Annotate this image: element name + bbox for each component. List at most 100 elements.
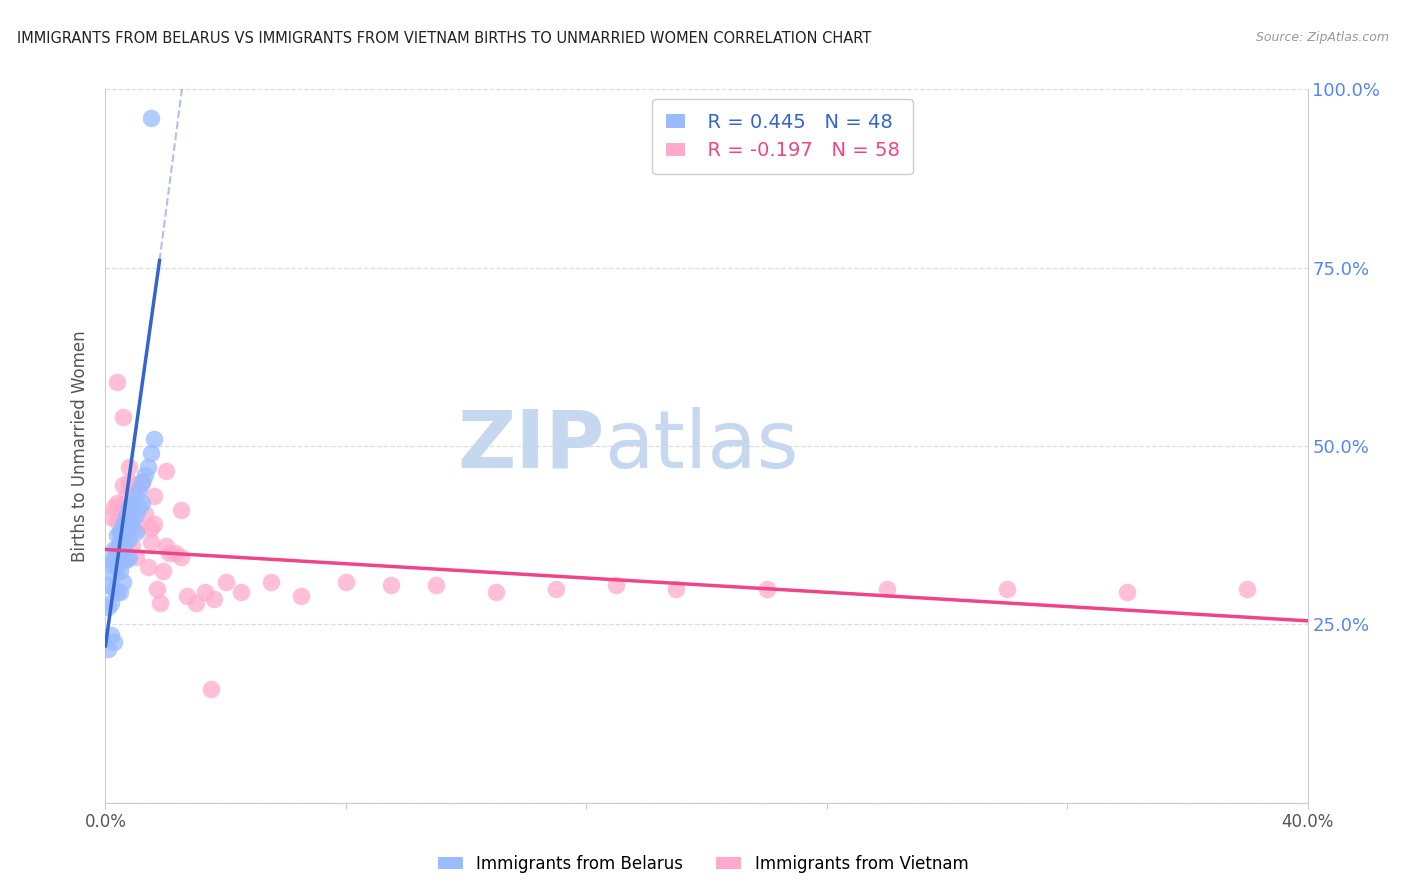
Point: [142, 432, 165, 446]
Point: [112, 500, 135, 514]
Point: [157, 546, 180, 560]
Point: [115, 510, 138, 524]
Point: [136, 560, 159, 574]
Point: [118, 517, 141, 532]
Point: [260, 574, 283, 589]
Point: [107, 560, 129, 574]
Point: [118, 460, 141, 475]
Point: [128, 482, 150, 496]
Point: [124, 507, 146, 521]
Point: [139, 521, 162, 535]
Point: [103, 635, 125, 649]
Point: [115, 535, 138, 549]
Point: [107, 585, 129, 599]
Point: [136, 460, 159, 475]
Point: [1236, 582, 1258, 596]
Point: [115, 521, 138, 535]
Point: [200, 681, 222, 696]
Point: [145, 582, 167, 596]
Point: [112, 478, 135, 492]
Legend: Immigrants from Belarus, Immigrants from Vietnam: Immigrants from Belarus, Immigrants from…: [432, 848, 974, 880]
Point: [124, 489, 146, 503]
Point: [112, 539, 135, 553]
Text: atlas: atlas: [605, 407, 799, 485]
Text: Source: ZipAtlas.com: Source: ZipAtlas.com: [1256, 31, 1389, 45]
Point: [139, 535, 162, 549]
Point: [118, 500, 141, 514]
Point: [100, 553, 122, 567]
Point: [100, 557, 122, 571]
Point: [169, 503, 191, 517]
Point: [290, 589, 312, 603]
Point: [214, 574, 236, 589]
Point: [121, 539, 143, 553]
Point: [115, 489, 138, 503]
Point: [425, 578, 447, 592]
Point: [110, 585, 132, 599]
Point: [128, 521, 150, 535]
Point: [103, 567, 125, 582]
Point: [1116, 585, 1139, 599]
Point: [124, 478, 146, 492]
Point: [103, 582, 125, 596]
Point: [103, 500, 125, 514]
Point: [100, 596, 122, 610]
Point: [124, 524, 146, 539]
Point: [110, 546, 132, 560]
Point: [97, 599, 120, 614]
Point: [176, 589, 198, 603]
Legend:   R = 0.445   N = 48,   R = -0.197   N = 58: R = 0.445 N = 48, R = -0.197 N = 58: [652, 99, 912, 174]
Point: [118, 517, 141, 532]
Point: [107, 514, 129, 528]
Point: [194, 585, 217, 599]
Point: [876, 582, 898, 596]
Point: [103, 542, 125, 557]
Point: [118, 549, 141, 564]
Point: [485, 585, 508, 599]
Point: [134, 507, 156, 521]
Point: [112, 410, 135, 425]
Point: [229, 585, 252, 599]
Point: [163, 546, 186, 560]
Point: [128, 500, 150, 514]
Point: [103, 553, 125, 567]
Point: [110, 524, 132, 539]
Point: [155, 464, 177, 478]
Point: [121, 521, 143, 535]
Point: [107, 375, 129, 389]
Text: IMMIGRANTS FROM BELARUS VS IMMIGRANTS FROM VIETNAM BIRTHS TO UNMARRIED WOMEN COR: IMMIGRANTS FROM BELARUS VS IMMIGRANTS FR…: [17, 31, 872, 46]
Point: [107, 542, 129, 557]
Point: [121, 514, 143, 528]
Point: [112, 574, 135, 589]
Point: [148, 596, 170, 610]
Point: [107, 528, 129, 542]
Point: [118, 475, 141, 489]
Point: [152, 564, 174, 578]
Point: [995, 582, 1018, 596]
Point: [546, 582, 568, 596]
Point: [335, 574, 357, 589]
Point: [118, 532, 141, 546]
Point: [107, 496, 129, 510]
Point: [184, 596, 207, 610]
Point: [124, 549, 146, 564]
Point: [110, 539, 132, 553]
Point: [110, 524, 132, 539]
Point: [605, 578, 627, 592]
Point: [110, 564, 132, 578]
Point: [142, 489, 165, 503]
Point: [380, 578, 402, 592]
Point: [202, 592, 225, 607]
Point: [155, 539, 177, 553]
Point: [139, 446, 162, 460]
Point: [755, 582, 778, 596]
Point: [134, 467, 156, 482]
Point: [100, 510, 122, 524]
Point: [110, 535, 132, 549]
Point: [131, 475, 153, 489]
Point: [665, 582, 688, 596]
Point: [112, 528, 135, 542]
Point: [169, 549, 191, 564]
Point: [131, 475, 153, 489]
Point: [97, 642, 120, 657]
